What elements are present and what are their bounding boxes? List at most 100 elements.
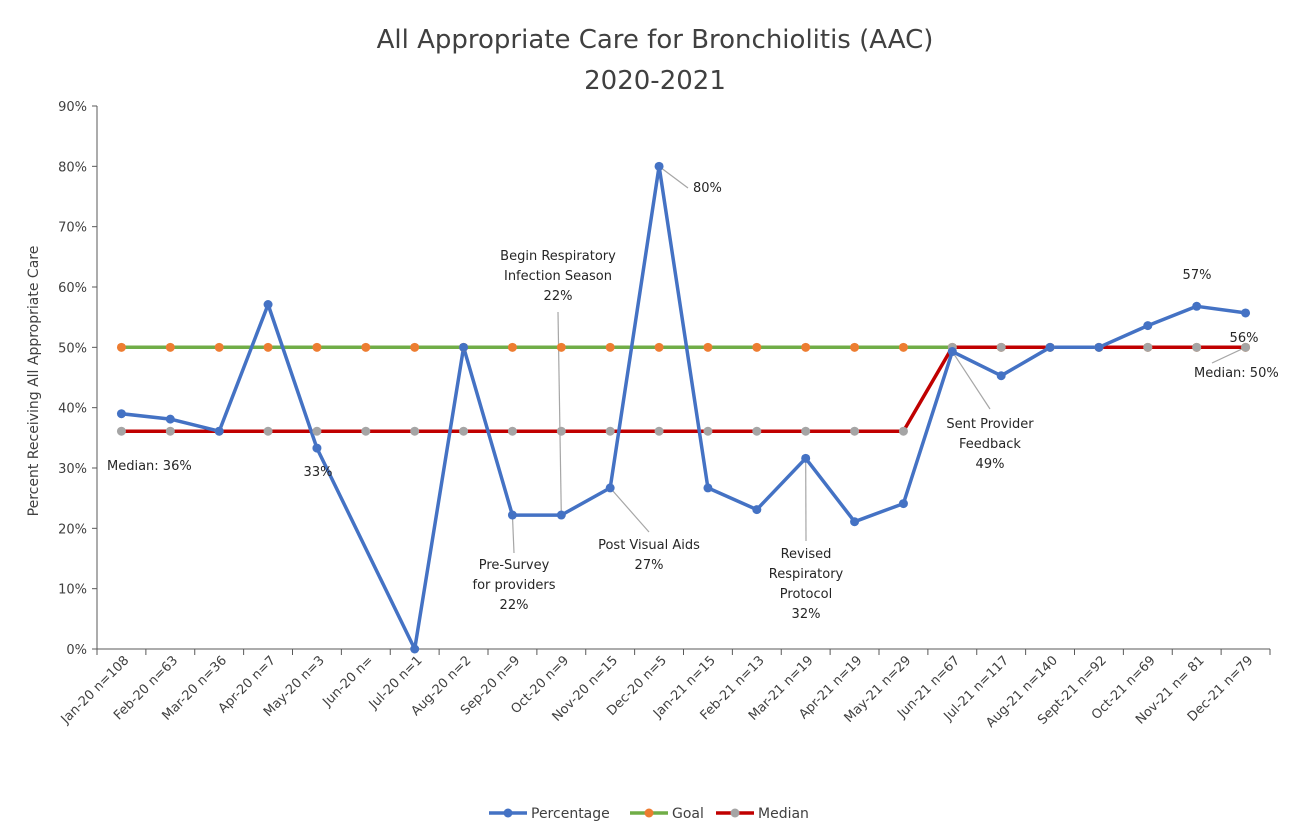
point-goal bbox=[654, 342, 664, 352]
annotation-begin-season: Infection Season bbox=[504, 269, 612, 284]
point-median bbox=[801, 426, 811, 436]
annotation-pre-survey: for providers bbox=[473, 578, 556, 593]
point-median bbox=[654, 426, 664, 436]
point-percentage bbox=[654, 161, 664, 171]
point-percentage bbox=[116, 409, 126, 419]
point-median bbox=[410, 426, 420, 436]
y-tick-label: 40% bbox=[58, 402, 87, 417]
point-percentage bbox=[605, 483, 615, 493]
annotation-label-56: 56% bbox=[1230, 331, 1259, 346]
series-lines bbox=[121, 164, 1246, 651]
point-percentage bbox=[947, 347, 957, 357]
annotation-pre-survey: 22% bbox=[500, 598, 529, 613]
point-goal bbox=[507, 342, 517, 352]
point-median bbox=[898, 426, 908, 436]
point-percentage bbox=[1192, 301, 1202, 311]
point-percentage bbox=[1094, 342, 1104, 352]
point-median bbox=[507, 426, 517, 436]
legend-marker-median bbox=[730, 808, 740, 818]
annotation-leader-line bbox=[609, 487, 650, 533]
y-tick-label: 80% bbox=[58, 160, 87, 175]
annotation-median-50: Median: 50% bbox=[1194, 366, 1279, 381]
point-goal bbox=[361, 342, 371, 352]
point-percentage bbox=[459, 342, 469, 352]
annotation-begin-season: 22% bbox=[544, 289, 573, 304]
point-percentage bbox=[1143, 321, 1153, 331]
annotation-leaders bbox=[511, 165, 1246, 554]
annotation-label-33: 33% bbox=[304, 465, 333, 480]
point-goal bbox=[556, 342, 566, 352]
y-tick-label: 60% bbox=[58, 281, 87, 296]
point-percentage bbox=[801, 453, 811, 463]
point-percentage bbox=[263, 299, 273, 309]
point-median bbox=[312, 426, 322, 436]
point-percentage bbox=[214, 426, 224, 436]
point-percentage bbox=[507, 510, 517, 520]
annotation-label-80: 80% bbox=[693, 181, 722, 196]
chart-subtitle: 2020-2021 bbox=[584, 66, 726, 96]
point-goal bbox=[410, 342, 420, 352]
point-median bbox=[165, 426, 175, 436]
annotation-post-visual: 27% bbox=[635, 558, 664, 573]
point-percentage bbox=[556, 510, 566, 520]
point-percentage bbox=[410, 644, 420, 654]
point-goal bbox=[752, 342, 762, 352]
series-line-percentage bbox=[121, 164, 1246, 651]
point-median bbox=[850, 426, 860, 436]
point-percentage bbox=[703, 483, 713, 493]
point-percentage bbox=[312, 443, 322, 453]
annotation-sent-feedback: 49% bbox=[976, 457, 1005, 472]
legend-label-percentage: Percentage bbox=[531, 806, 610, 822]
point-goal bbox=[850, 342, 860, 352]
point-goal bbox=[605, 342, 615, 352]
annotation-sent-feedback: Sent Provider bbox=[946, 417, 1034, 432]
point-goal bbox=[263, 342, 273, 352]
annotation-median-36: Median: 36% bbox=[107, 459, 192, 474]
point-goal bbox=[898, 342, 908, 352]
annotation-begin-season: Begin Respiratory bbox=[500, 249, 616, 264]
legend-marker-goal bbox=[644, 808, 654, 818]
annotation-sent-feedback: Feedback bbox=[959, 437, 1021, 452]
legend: Percentage Goal Median bbox=[489, 806, 809, 822]
y-tick-label: 20% bbox=[58, 522, 87, 537]
point-median bbox=[605, 426, 615, 436]
point-median bbox=[1143, 342, 1153, 352]
y-tick-label: 70% bbox=[58, 221, 87, 236]
annotation-leader-line bbox=[658, 165, 689, 189]
point-percentage bbox=[996, 371, 1006, 381]
annotation-label-57: 57% bbox=[1183, 268, 1212, 283]
point-goal bbox=[801, 342, 811, 352]
legend-label-median: Median bbox=[758, 806, 809, 822]
y-tick-label: 10% bbox=[58, 583, 87, 598]
annotation-post-visual: Post Visual Aids bbox=[598, 538, 700, 553]
y-tick-label: 30% bbox=[58, 462, 87, 477]
chart-title: All Appropriate Care for Bronchiolitis (… bbox=[377, 25, 934, 55]
point-median bbox=[996, 342, 1006, 352]
point-median bbox=[752, 426, 762, 436]
point-percentage bbox=[1241, 308, 1251, 318]
annotation-revised-protocol: Respiratory bbox=[769, 567, 844, 582]
point-median bbox=[116, 426, 126, 436]
y-axis-title: Percent Receiving All Appropriate Care bbox=[26, 246, 42, 517]
point-median bbox=[703, 426, 713, 436]
point-median bbox=[1241, 342, 1251, 352]
point-goal bbox=[165, 342, 175, 352]
point-percentage bbox=[752, 505, 762, 515]
series-markers bbox=[116, 161, 1251, 654]
y-tick-label: 90% bbox=[58, 100, 87, 115]
y-tick-label: 50% bbox=[58, 341, 87, 356]
point-median bbox=[556, 426, 566, 436]
annotation-revised-protocol: 32% bbox=[792, 607, 821, 622]
annotation-pre-survey: Pre-Survey bbox=[479, 558, 550, 573]
annotation-revised-protocol: Revised bbox=[781, 547, 832, 562]
point-percentage bbox=[898, 499, 908, 509]
point-percentage bbox=[165, 414, 175, 424]
point-goal bbox=[214, 342, 224, 352]
series-line-median bbox=[121, 345, 1246, 433]
y-tick-label: 0% bbox=[66, 643, 87, 658]
point-median bbox=[263, 426, 273, 436]
legend-marker-percentage bbox=[503, 808, 513, 818]
point-goal bbox=[312, 342, 322, 352]
